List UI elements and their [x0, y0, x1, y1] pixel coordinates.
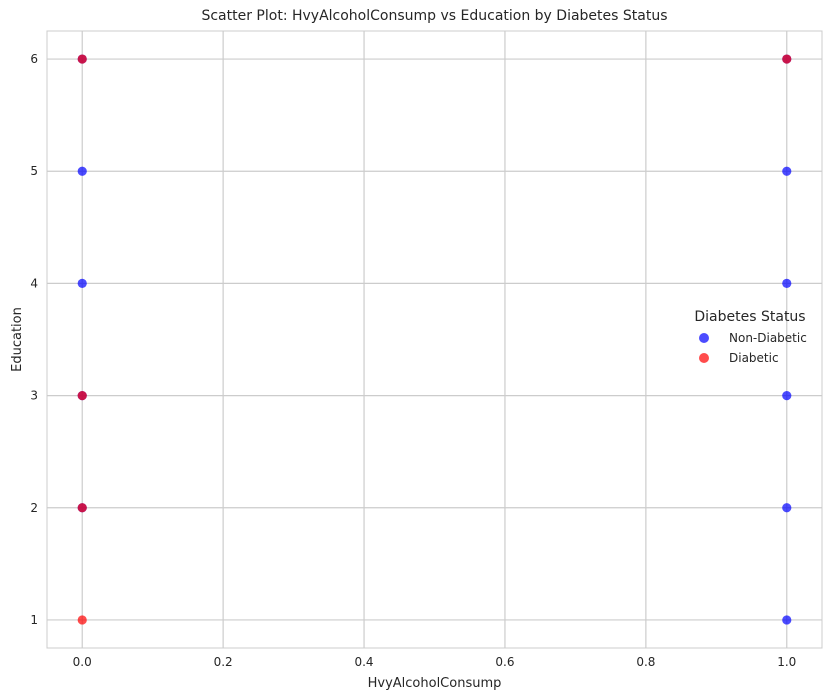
- data-point-non-diabetic: [782, 615, 792, 625]
- data-point-diabetic: [77, 615, 87, 625]
- data-point-diabetic: [77, 54, 87, 64]
- x-tick-label: 0.6: [495, 655, 514, 669]
- y-tick-label: 2: [30, 501, 38, 515]
- x-tick-label: 0.0: [73, 655, 92, 669]
- legend-marker-diabetic: [699, 353, 709, 363]
- data-points: [77, 54, 792, 625]
- x-tick-label: 0.2: [214, 655, 233, 669]
- plot-area: [46, 30, 823, 649]
- x-axis-label: HvyAlcoholConsump: [368, 676, 502, 691]
- data-point-non-diabetic: [782, 278, 792, 289]
- y-tick-label: 4: [30, 276, 38, 290]
- grid: [47, 31, 822, 648]
- data-point-diabetic: [77, 390, 87, 401]
- y-tick-label: 6: [30, 52, 38, 66]
- tick-labels: 0.0 0.2 0.4 0.6 0.8 1.0 1 2 3 4 5 6: [30, 52, 796, 669]
- legend: Diabetes Status Non-Diabetic Diabetic: [694, 309, 806, 365]
- x-tick-label: 0.8: [636, 655, 655, 669]
- y-axis-label: Education: [10, 307, 25, 372]
- x-tick-label: 1.0: [777, 655, 796, 669]
- y-tick-label: 3: [30, 389, 38, 403]
- data-point-non-diabetic: [77, 166, 87, 176]
- data-point-non-diabetic: [782, 166, 792, 176]
- y-tick-label: 5: [30, 164, 38, 178]
- data-point-non-diabetic: [782, 390, 792, 401]
- data-point-diabetic: [782, 54, 792, 64]
- legend-marker-non-diabetic: [699, 333, 709, 343]
- data-point-diabetic: [77, 503, 87, 513]
- legend-title: Diabetes Status: [694, 309, 805, 325]
- data-point-non-diabetic: [782, 503, 792, 513]
- y-tick-label: 1: [30, 613, 38, 627]
- legend-label-non-diabetic: Non-Diabetic: [729, 331, 807, 345]
- chart-title: Scatter Plot: HvyAlcoholConsump vs Educa…: [201, 8, 667, 24]
- legend-label-diabetic: Diabetic: [729, 351, 779, 365]
- x-tick-label: 0.4: [354, 655, 373, 669]
- data-point-non-diabetic: [77, 278, 87, 289]
